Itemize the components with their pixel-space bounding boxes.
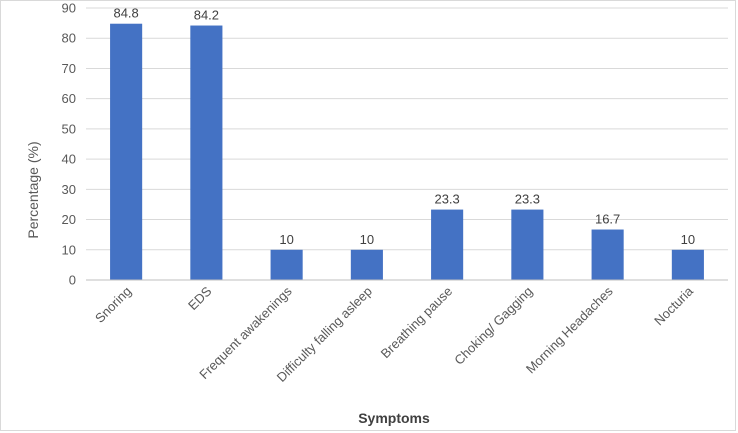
x-tick-label: Choking/ Gagging xyxy=(451,284,535,368)
bar xyxy=(110,23,143,281)
x-tick-label: Morning Headaches xyxy=(523,283,616,376)
data-labels: 84.8 84.2 10 10 23.3 23.3 16.7 10 xyxy=(113,6,695,247)
x-tick-label: Nocturia xyxy=(651,283,696,328)
bar xyxy=(511,209,544,280)
x-tick-label: Breathing pause xyxy=(378,284,456,362)
y-tick-label: 20 xyxy=(62,212,76,227)
bar xyxy=(270,249,303,280)
y-tick-label: 40 xyxy=(62,152,76,167)
data-label: 10 xyxy=(360,232,374,247)
data-label: 23.3 xyxy=(515,192,540,207)
data-label: 10 xyxy=(279,232,293,247)
gridlines xyxy=(86,7,728,251)
x-tick-label: Snoring xyxy=(92,284,134,326)
y-tick-label: 80 xyxy=(62,31,76,46)
bars xyxy=(110,23,704,281)
bar xyxy=(591,229,624,280)
y-tick-label: 90 xyxy=(62,1,76,16)
bar xyxy=(671,249,704,280)
y-tick-label: 0 xyxy=(69,273,76,288)
y-tick-label: 30 xyxy=(62,182,76,197)
bar xyxy=(431,209,464,280)
data-label: 10 xyxy=(681,232,695,247)
bar xyxy=(350,249,383,280)
data-label: 16.7 xyxy=(595,212,620,227)
data-label: 23.3 xyxy=(434,192,459,207)
y-tick-label: 10 xyxy=(62,242,76,257)
y-tick-label: 60 xyxy=(62,91,76,106)
data-label: 84.8 xyxy=(113,6,138,21)
y-tick-label: 50 xyxy=(62,121,76,136)
bar xyxy=(190,25,223,281)
x-tick-label: EDS xyxy=(185,283,215,313)
data-label: 84.2 xyxy=(194,8,219,23)
x-axis-title: Symptoms xyxy=(358,410,430,426)
y-axis-title: Percentage (%) xyxy=(25,141,41,238)
y-tick-label: 70 xyxy=(62,61,76,76)
y-axis-ticks: 0 10 20 30 40 50 60 70 80 90 xyxy=(62,1,76,288)
